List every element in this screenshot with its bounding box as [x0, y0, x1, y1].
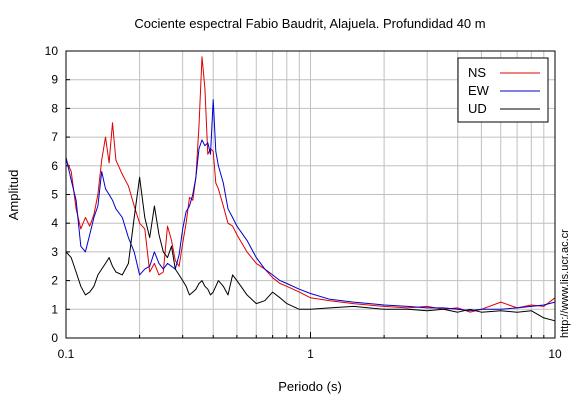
x-tick-label: 0.1 — [58, 347, 75, 361]
y-tick-label: 3 — [51, 245, 58, 259]
series-line-ew — [65, 99, 556, 312]
plot-frame — [65, 50, 556, 339]
y-tick-label: 9 — [51, 73, 58, 87]
y-tick-label: 1 — [51, 302, 58, 316]
y-tick-label: 8 — [51, 101, 58, 115]
legend-box — [457, 57, 549, 123]
legend: NS EW UD — [457, 57, 549, 123]
x-axis-label: Periodo (s) — [278, 379, 342, 394]
series-lines — [65, 56, 556, 322]
y-tick-label: 5 — [51, 188, 58, 202]
watermark-url: http://www.lis.ucr.ac.cr — [559, 229, 571, 338]
legend-label-ew: EW — [468, 83, 490, 98]
y-tick-label: 10 — [45, 44, 59, 58]
y-tick-label: 2 — [51, 274, 58, 288]
y-axis-ticks: 0 1 2 3 4 5 6 7 8 9 10 — [45, 44, 70, 345]
y-tick-label: 7 — [51, 130, 58, 144]
chart-title: Cociente espectral Fabio Baudrit, Alajue… — [134, 16, 485, 31]
y-tick-label: 4 — [51, 216, 58, 230]
y-axis-label: Amplitud — [6, 170, 21, 221]
y-tick-label: 0 — [51, 331, 58, 345]
series-line-ns — [65, 56, 556, 313]
y-tick-label: 6 — [51, 159, 58, 173]
x-tick-label: 1 — [307, 347, 314, 361]
legend-label-ud: UD — [468, 101, 487, 116]
x-axis-ticks: 0.1 1 10 — [58, 347, 562, 361]
x-tick-label: 10 — [548, 347, 562, 361]
series-line-ud — [65, 176, 556, 322]
legend-label-ns: NS — [468, 65, 486, 80]
